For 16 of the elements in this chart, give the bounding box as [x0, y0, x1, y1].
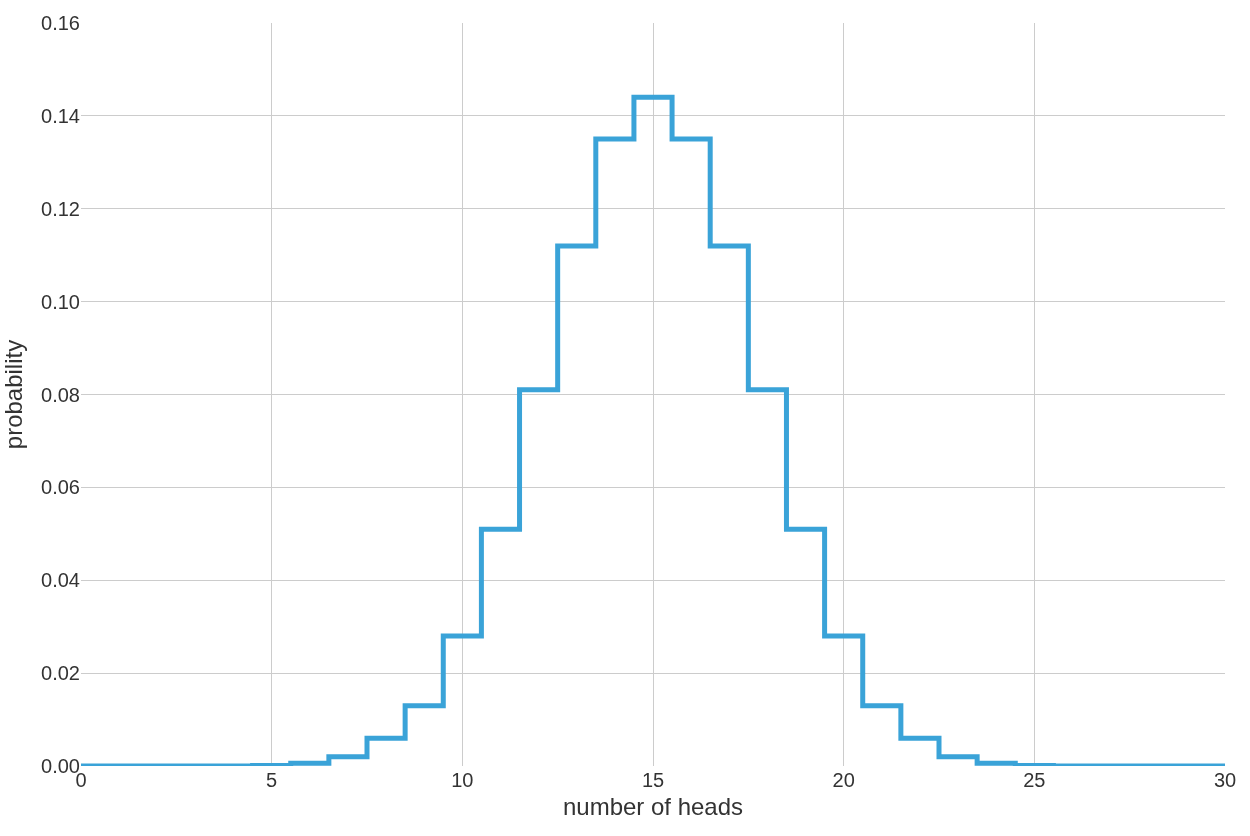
y-tick-label: 0.08	[41, 383, 80, 406]
y-axis-title: probability	[0, 339, 27, 450]
x-tick-label: 30	[1213, 769, 1237, 791]
y-tick-label: 0.14	[41, 104, 80, 127]
y-tick-label: 0.10	[41, 290, 80, 313]
x-tick-label: 25	[1023, 769, 1046, 791]
y-tick-label: 0.04	[41, 569, 80, 592]
x-tick-label: 20	[832, 769, 855, 791]
y-tick-label: 0.12	[41, 197, 80, 220]
y-tick-label: 0.16	[41, 12, 80, 34]
x-axis-title: number of heads	[562, 793, 744, 821]
y-tick-label: 0.02	[41, 662, 80, 685]
x-tick-label: 5	[266, 769, 278, 791]
x-tick-label: 15	[641, 769, 665, 791]
x-tick-label: 10	[451, 769, 474, 791]
y-tick-label: 0.06	[41, 476, 80, 499]
